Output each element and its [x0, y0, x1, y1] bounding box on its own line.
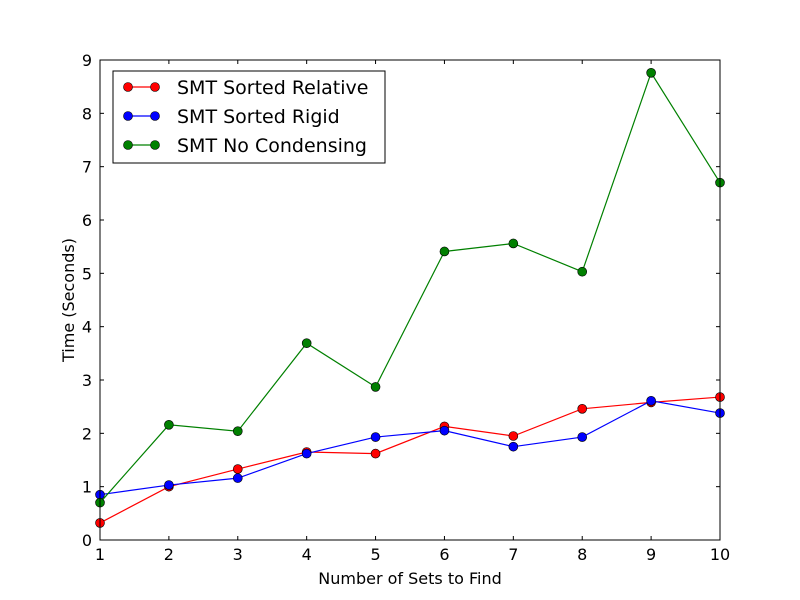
data-point: [370, 432, 381, 442]
series-line: [99, 400, 721, 496]
legend-label: SMT No Condensing: [177, 135, 367, 157]
data-point: [301, 338, 312, 349]
data-point: [301, 448, 312, 459]
series-line: [99, 396, 721, 524]
legend-marker: [150, 82, 160, 92]
legend-marker: [123, 140, 133, 150]
series-line: [99, 71, 721, 504]
data-point: [370, 448, 381, 459]
data-point: [508, 431, 519, 441]
data-point: [646, 68, 656, 78]
x-tick-label: 7: [508, 545, 518, 564]
legend-marker: [123, 111, 133, 121]
y-tick-label: 4: [82, 318, 92, 337]
data-point: [508, 441, 519, 452]
legend-marker: [150, 111, 160, 121]
data-point: [164, 419, 174, 430]
y-tick-label: 7: [82, 158, 92, 177]
y-tick-label: 0: [82, 531, 92, 550]
plot-frame: [99, 59, 721, 541]
x-axis-title: Number of Sets to Find: [318, 569, 502, 588]
data-point: [232, 473, 243, 483]
x-tick-label: 5: [370, 545, 380, 564]
legend-marker: [123, 82, 133, 92]
legend: SMT Sorted Relative SMT Sorted Rigid SMT N…: [112, 70, 386, 164]
data-point: [646, 395, 656, 406]
series-2: [95, 395, 725, 500]
y-axis-title: Time (Seconds): [59, 238, 78, 363]
x-tick-label: 6: [439, 545, 449, 564]
data-point: [577, 266, 588, 277]
y-tick-label: 2: [82, 424, 92, 443]
data-point: [232, 426, 243, 437]
data-point: [370, 382, 381, 392]
data-point: [439, 425, 450, 436]
data-point: [232, 464, 243, 474]
data-point: [164, 480, 174, 490]
x-tick-label: 9: [646, 545, 656, 564]
y-tick-label: 9: [82, 51, 92, 70]
legend-marker: [150, 140, 160, 150]
legend-label: SMT Sorted Relative: [177, 77, 368, 99]
x-tick-label: 8: [577, 545, 587, 564]
x-tick-label: 10: [710, 545, 730, 564]
y-axis-ticks: 0 1 2 3 4 5 6 7 8 9: [82, 51, 720, 550]
x-tick-label: 3: [233, 545, 243, 564]
data-point: [508, 238, 519, 249]
series-3: [95, 68, 725, 508]
y-tick-label: 1: [82, 478, 92, 497]
x-tick-label: 4: [302, 545, 312, 564]
x-tick-label: 1: [95, 545, 105, 564]
y-tick-label: 3: [82, 371, 92, 390]
y-tick-label: 5: [82, 264, 92, 283]
data-point: [439, 246, 450, 257]
y-tick-label: 8: [82, 104, 92, 123]
y-tick-label: 6: [82, 211, 92, 230]
data-point: [577, 403, 588, 414]
x-axis-ticks: 1 2 3 4 5 6 7 8 9 10: [95, 60, 730, 564]
data-point: [577, 432, 588, 442]
x-tick-label: 2: [164, 545, 174, 564]
series-layer: [95, 68, 725, 528]
legend-label: SMT Sorted Rigid: [177, 106, 340, 128]
